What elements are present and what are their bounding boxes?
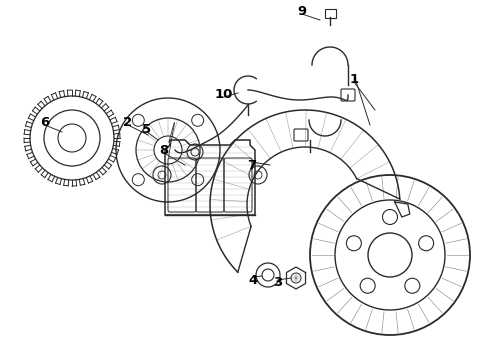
Text: 4: 4 (248, 274, 258, 287)
Text: 5: 5 (143, 122, 151, 135)
Text: 6: 6 (40, 116, 49, 129)
Text: 9: 9 (297, 5, 307, 18)
Text: 7: 7 (247, 158, 257, 171)
Text: 3: 3 (273, 276, 283, 289)
Text: 1: 1 (349, 72, 359, 86)
Text: 10: 10 (215, 87, 233, 100)
Text: 2: 2 (123, 116, 133, 129)
Text: 8: 8 (159, 144, 169, 157)
